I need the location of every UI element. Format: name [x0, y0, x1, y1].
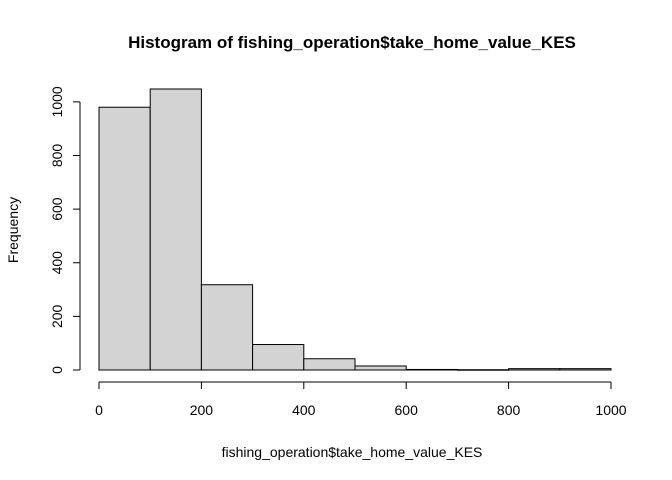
y-tick-label: 800	[49, 144, 65, 168]
y-tick-label: 0	[49, 366, 65, 374]
histogram-bar-800-900	[508, 368, 561, 371]
histogram-bar-300-400	[252, 344, 305, 371]
histogram-bar-900-1000	[559, 368, 612, 371]
histogram-bar-100-200	[149, 88, 202, 371]
histogram-bar-500-600	[354, 365, 407, 371]
x-tick-label: 400	[292, 402, 316, 418]
x-tick-label: 600	[395, 402, 419, 418]
histogram-bar-200-300	[200, 284, 254, 371]
y-tick-label: 400	[49, 251, 65, 275]
histogram-bar-0-100	[98, 106, 151, 371]
bars-group	[98, 88, 612, 371]
x-axis: 0 200 400 600 800 1000	[95, 381, 627, 418]
y-tick-label: 1000	[49, 86, 65, 117]
histogram-bar-400-500	[303, 358, 356, 371]
x-axis-label: fishing_operation$take_home_value_KES	[222, 444, 483, 460]
y-axis: 0 200 400 600 800 1000	[49, 86, 81, 374]
x-tick-label: 200	[190, 402, 214, 418]
x-tick-label: 1000	[595, 402, 626, 418]
y-tick-label: 600	[49, 197, 65, 221]
histogram-bar-700-800	[456, 369, 510, 371]
x-tick-label: 0	[95, 402, 103, 418]
x-tick-label: 800	[497, 402, 521, 418]
y-tick-label: 200	[49, 304, 65, 328]
chart-title: Histogram of fishing_operation$take_home…	[128, 33, 576, 52]
histogram-bar-600-700	[405, 368, 458, 371]
y-axis-label: Frequency	[5, 197, 21, 263]
